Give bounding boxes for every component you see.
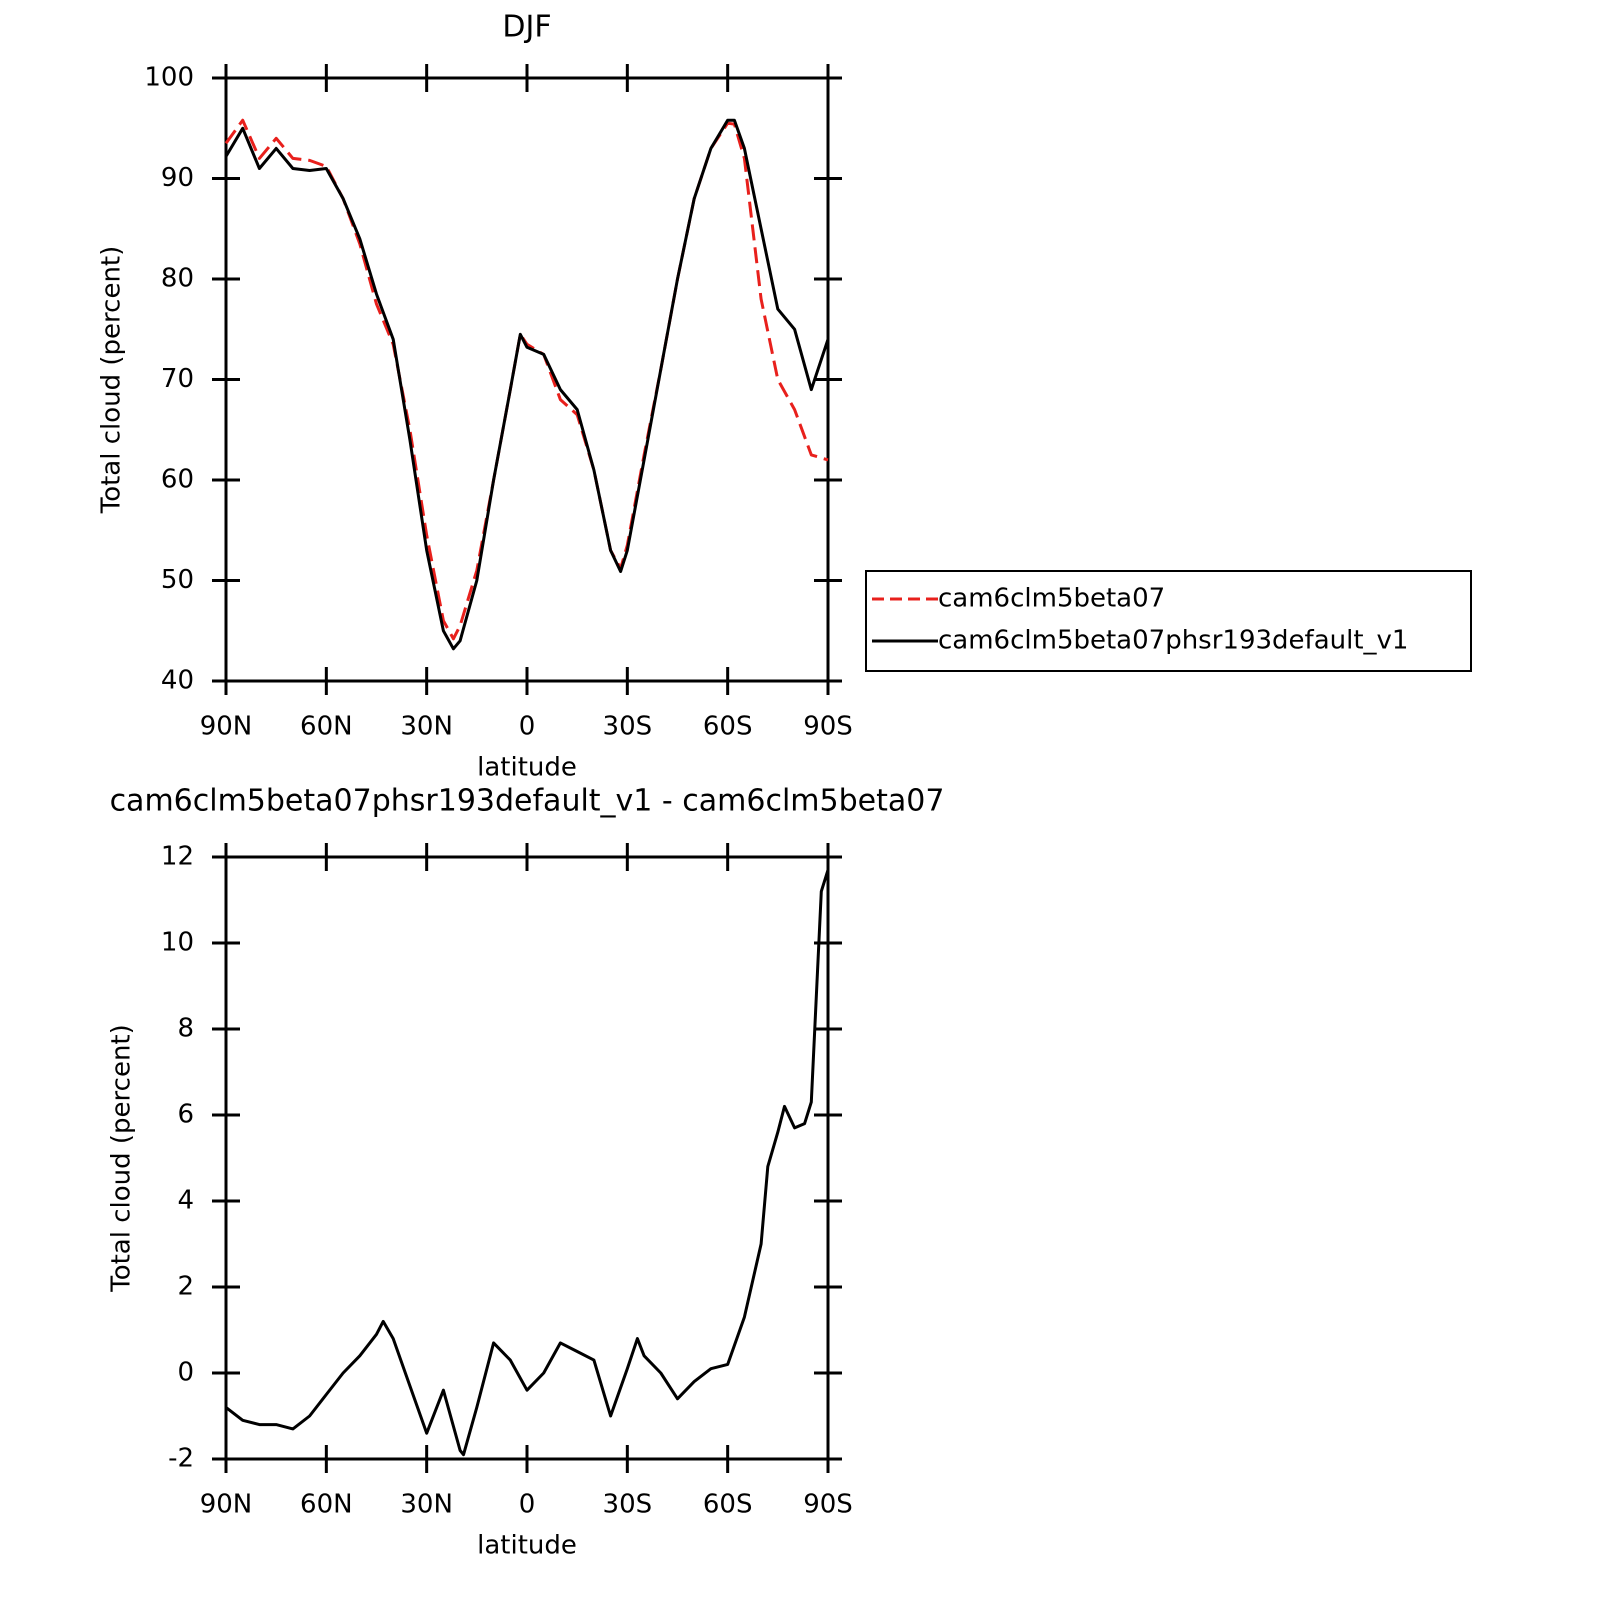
y-tick-label: 8 (177, 1014, 194, 1044)
x-tick-label: 0 (519, 1490, 536, 1520)
data-line (225, 869, 830, 1457)
x-tick-label: 60N (300, 712, 353, 742)
x-tick-label: 30N (400, 712, 453, 742)
y-tick-label: 0 (177, 1358, 194, 1388)
y-tick-label: 80 (161, 264, 194, 294)
legend-box (865, 570, 1472, 672)
y-tick-label: 50 (161, 565, 194, 595)
y-tick-label: 100 (144, 63, 194, 93)
x-axis-label: latitude (477, 1531, 577, 1561)
y-tick-label: 40 (161, 666, 194, 696)
x-tick-label: 60S (703, 712, 753, 742)
y-tick-label: 12 (161, 842, 194, 872)
x-tick-label: 60S (703, 1490, 753, 1520)
x-tick-label: 90S (803, 712, 853, 742)
y-tick-label: 90 (161, 163, 194, 193)
y-axis-label: Total cloud (percent) (97, 246, 127, 515)
y-axis-label: Total cloud (percent) (107, 1024, 137, 1293)
x-tick-label: 90N (200, 712, 253, 742)
y-tick-label: 2 (177, 1272, 194, 1302)
legend-label: cam6clm5beta07phsr193default_v1 (938, 626, 1408, 656)
y-tick-label: 10 (161, 928, 194, 958)
y-tick-label: 70 (161, 364, 194, 394)
chart-title: DJF (502, 10, 551, 45)
plot-frame (224, 855, 830, 1461)
data-line (224, 118, 830, 651)
y-tick-label: 4 (177, 1186, 194, 1216)
y-tick-label: 60 (161, 465, 194, 495)
x-tick-label: 0 (519, 712, 536, 742)
x-tick-label: 30S (603, 712, 653, 742)
x-tick-label: 30S (603, 1490, 653, 1520)
chart-title: cam6clm5beta07phsr193default_v1 - cam6cl… (110, 784, 945, 819)
legend-label: cam6clm5beta07 (938, 584, 1165, 614)
y-tick-label: 6 (177, 1100, 194, 1130)
x-tick-label: 30N (400, 1490, 453, 1520)
x-tick-label: 60N (300, 1490, 353, 1520)
x-axis-label: latitude (477, 753, 577, 783)
data-line (224, 118, 829, 641)
x-tick-label: 90S (803, 1490, 853, 1520)
x-tick-label: 90N (200, 1490, 253, 1520)
y-tick-label: -2 (168, 1444, 194, 1474)
